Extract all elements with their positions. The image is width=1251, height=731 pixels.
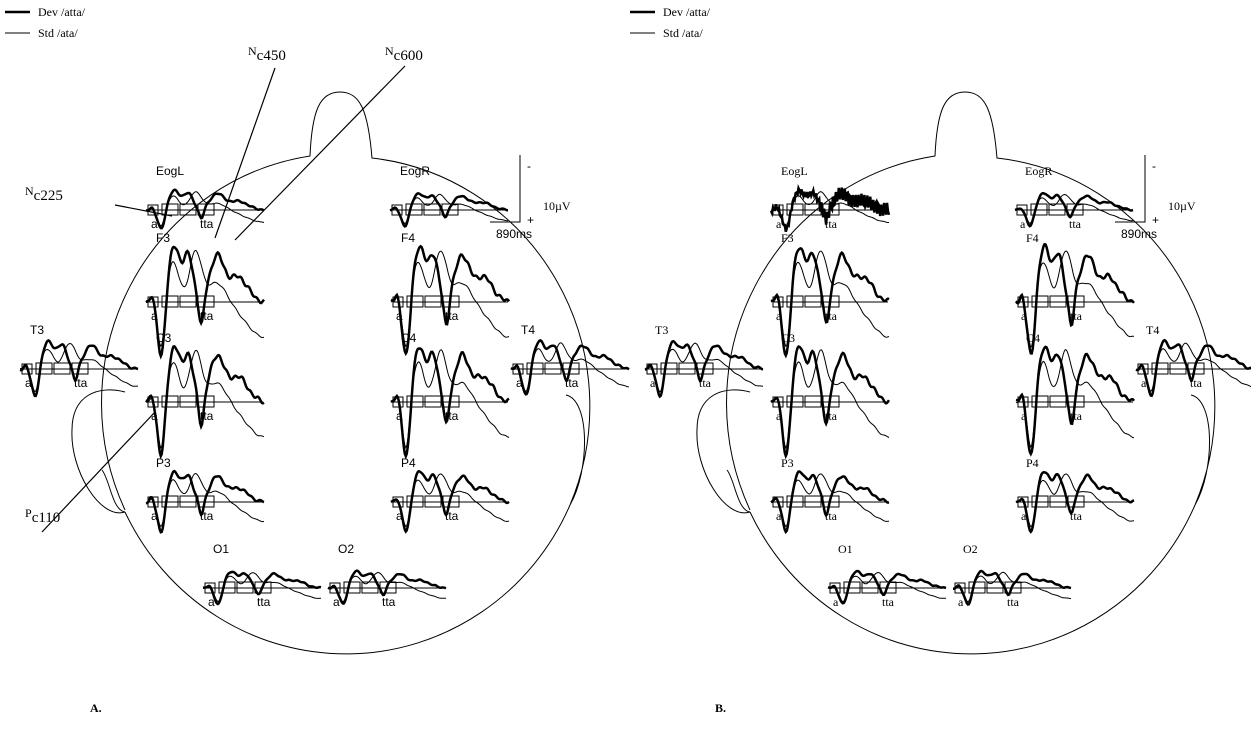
- scale-plus: +: [1152, 213, 1159, 227]
- head-outline: [72, 92, 590, 654]
- electrode-plot: O2 a tta: [953, 542, 1071, 609]
- onset-label: a: [1020, 217, 1026, 231]
- electrode-label: T4: [521, 323, 535, 337]
- annotation-label: Nc450: [248, 44, 286, 64]
- panel-label: B.: [715, 701, 726, 715]
- electrode-plot: EogR: [390, 164, 508, 226]
- electrode-label: O1: [213, 542, 229, 556]
- scale-minus: -: [1152, 159, 1156, 173]
- electrode-label: C3: [781, 331, 795, 345]
- scale-axes: [490, 155, 520, 222]
- scale-time: 890ms: [1121, 227, 1157, 241]
- word-label: tta: [382, 595, 396, 609]
- panel: Dev /atta/Std /ata/-+10µV890msB.EogLatta…: [630, 5, 1251, 715]
- legend-label: Std /ata/: [663, 26, 703, 40]
- electrode-label: EogR: [1025, 164, 1052, 178]
- electrode-label: T3: [30, 323, 44, 337]
- legend-label: Std /ata/: [38, 26, 78, 40]
- word-label: tta: [882, 595, 895, 609]
- annotation-sub: c110: [32, 510, 61, 526]
- annotation-pointer: [215, 68, 275, 238]
- electrode-label: C3: [156, 331, 172, 345]
- annotation-base: N: [248, 44, 257, 58]
- electrode-label: F3: [781, 231, 794, 245]
- electrode-label: T3: [655, 323, 668, 337]
- electrode-label: P3: [781, 456, 794, 470]
- electrode-label: P3: [156, 456, 171, 470]
- annotation-base: N: [25, 184, 34, 198]
- panel-label: A.: [90, 701, 102, 715]
- electrode-label: F4: [1026, 231, 1039, 245]
- electrode-label: EogL: [156, 164, 184, 178]
- annotation-label: Nc225: [25, 184, 63, 204]
- electrode-label: T4: [1146, 323, 1159, 337]
- legend-label: Dev /atta/: [38, 5, 86, 19]
- electrode-label: P4: [1026, 456, 1039, 470]
- scale-bar: - +10µV 890ms: [1115, 155, 1196, 241]
- deviant-waveform: [1016, 347, 1134, 454]
- electrode-label: P4: [401, 456, 416, 470]
- ear-mark: [102, 470, 125, 512]
- electrode-plot: EogLatta: [146, 164, 264, 231]
- ear-mark: [727, 470, 750, 512]
- figure: Dev /atta/Std /ata/-+10µV890msA.EogLatta…: [0, 0, 1251, 731]
- annotation-sub: c600: [394, 48, 423, 64]
- scale-amplitude: 10µV: [543, 199, 571, 213]
- annotation-label: Nc600: [385, 44, 423, 64]
- word-label: tta: [257, 595, 271, 609]
- scale-axes: [1115, 155, 1145, 222]
- head-outline: [697, 92, 1215, 654]
- annotation-pointer: [235, 66, 405, 240]
- word-label: tta: [1007, 595, 1020, 609]
- electrode-plot: C3atta: [771, 331, 889, 456]
- legend-label: Dev /atta/: [663, 5, 711, 19]
- electrode-plot: O1atta: [828, 542, 946, 609]
- onset-label: a: [958, 595, 964, 609]
- electrode-label: C4: [1026, 331, 1040, 345]
- annotation-sub: c225: [34, 188, 63, 204]
- scale-plus: +: [527, 213, 534, 227]
- electrode-label: F4: [401, 231, 415, 245]
- electrode-plot: C3atta: [146, 331, 264, 456]
- electrode-label: EogL: [781, 164, 808, 178]
- annotation-base: N: [385, 44, 394, 58]
- electrode-label: O2: [963, 542, 978, 556]
- electrode-label: EogR: [400, 164, 430, 178]
- panel: Dev /atta/Std /ata/ - +10µV 890ms A. EogLatta…: [5, 5, 629, 715]
- deviant-waveform: [771, 347, 889, 456]
- deviant-waveform: [146, 347, 264, 457]
- scale-bar: - +10µV 890ms: [490, 155, 571, 241]
- annotation-sub: c450: [257, 48, 286, 64]
- electrode-label: F3: [156, 231, 170, 245]
- annotation-label: Pc110: [25, 506, 60, 526]
- electrode-plot: EogR a tta: [1015, 164, 1133, 231]
- word-label: tta: [1069, 217, 1082, 231]
- electrode-label: O2: [338, 542, 354, 556]
- electrode-label: C4: [401, 331, 417, 345]
- scale-time: 890ms: [496, 227, 532, 241]
- scale-amplitude: 10µV: [1168, 199, 1196, 213]
- scale-minus: -: [527, 159, 531, 173]
- electrode-label: O1: [838, 542, 853, 556]
